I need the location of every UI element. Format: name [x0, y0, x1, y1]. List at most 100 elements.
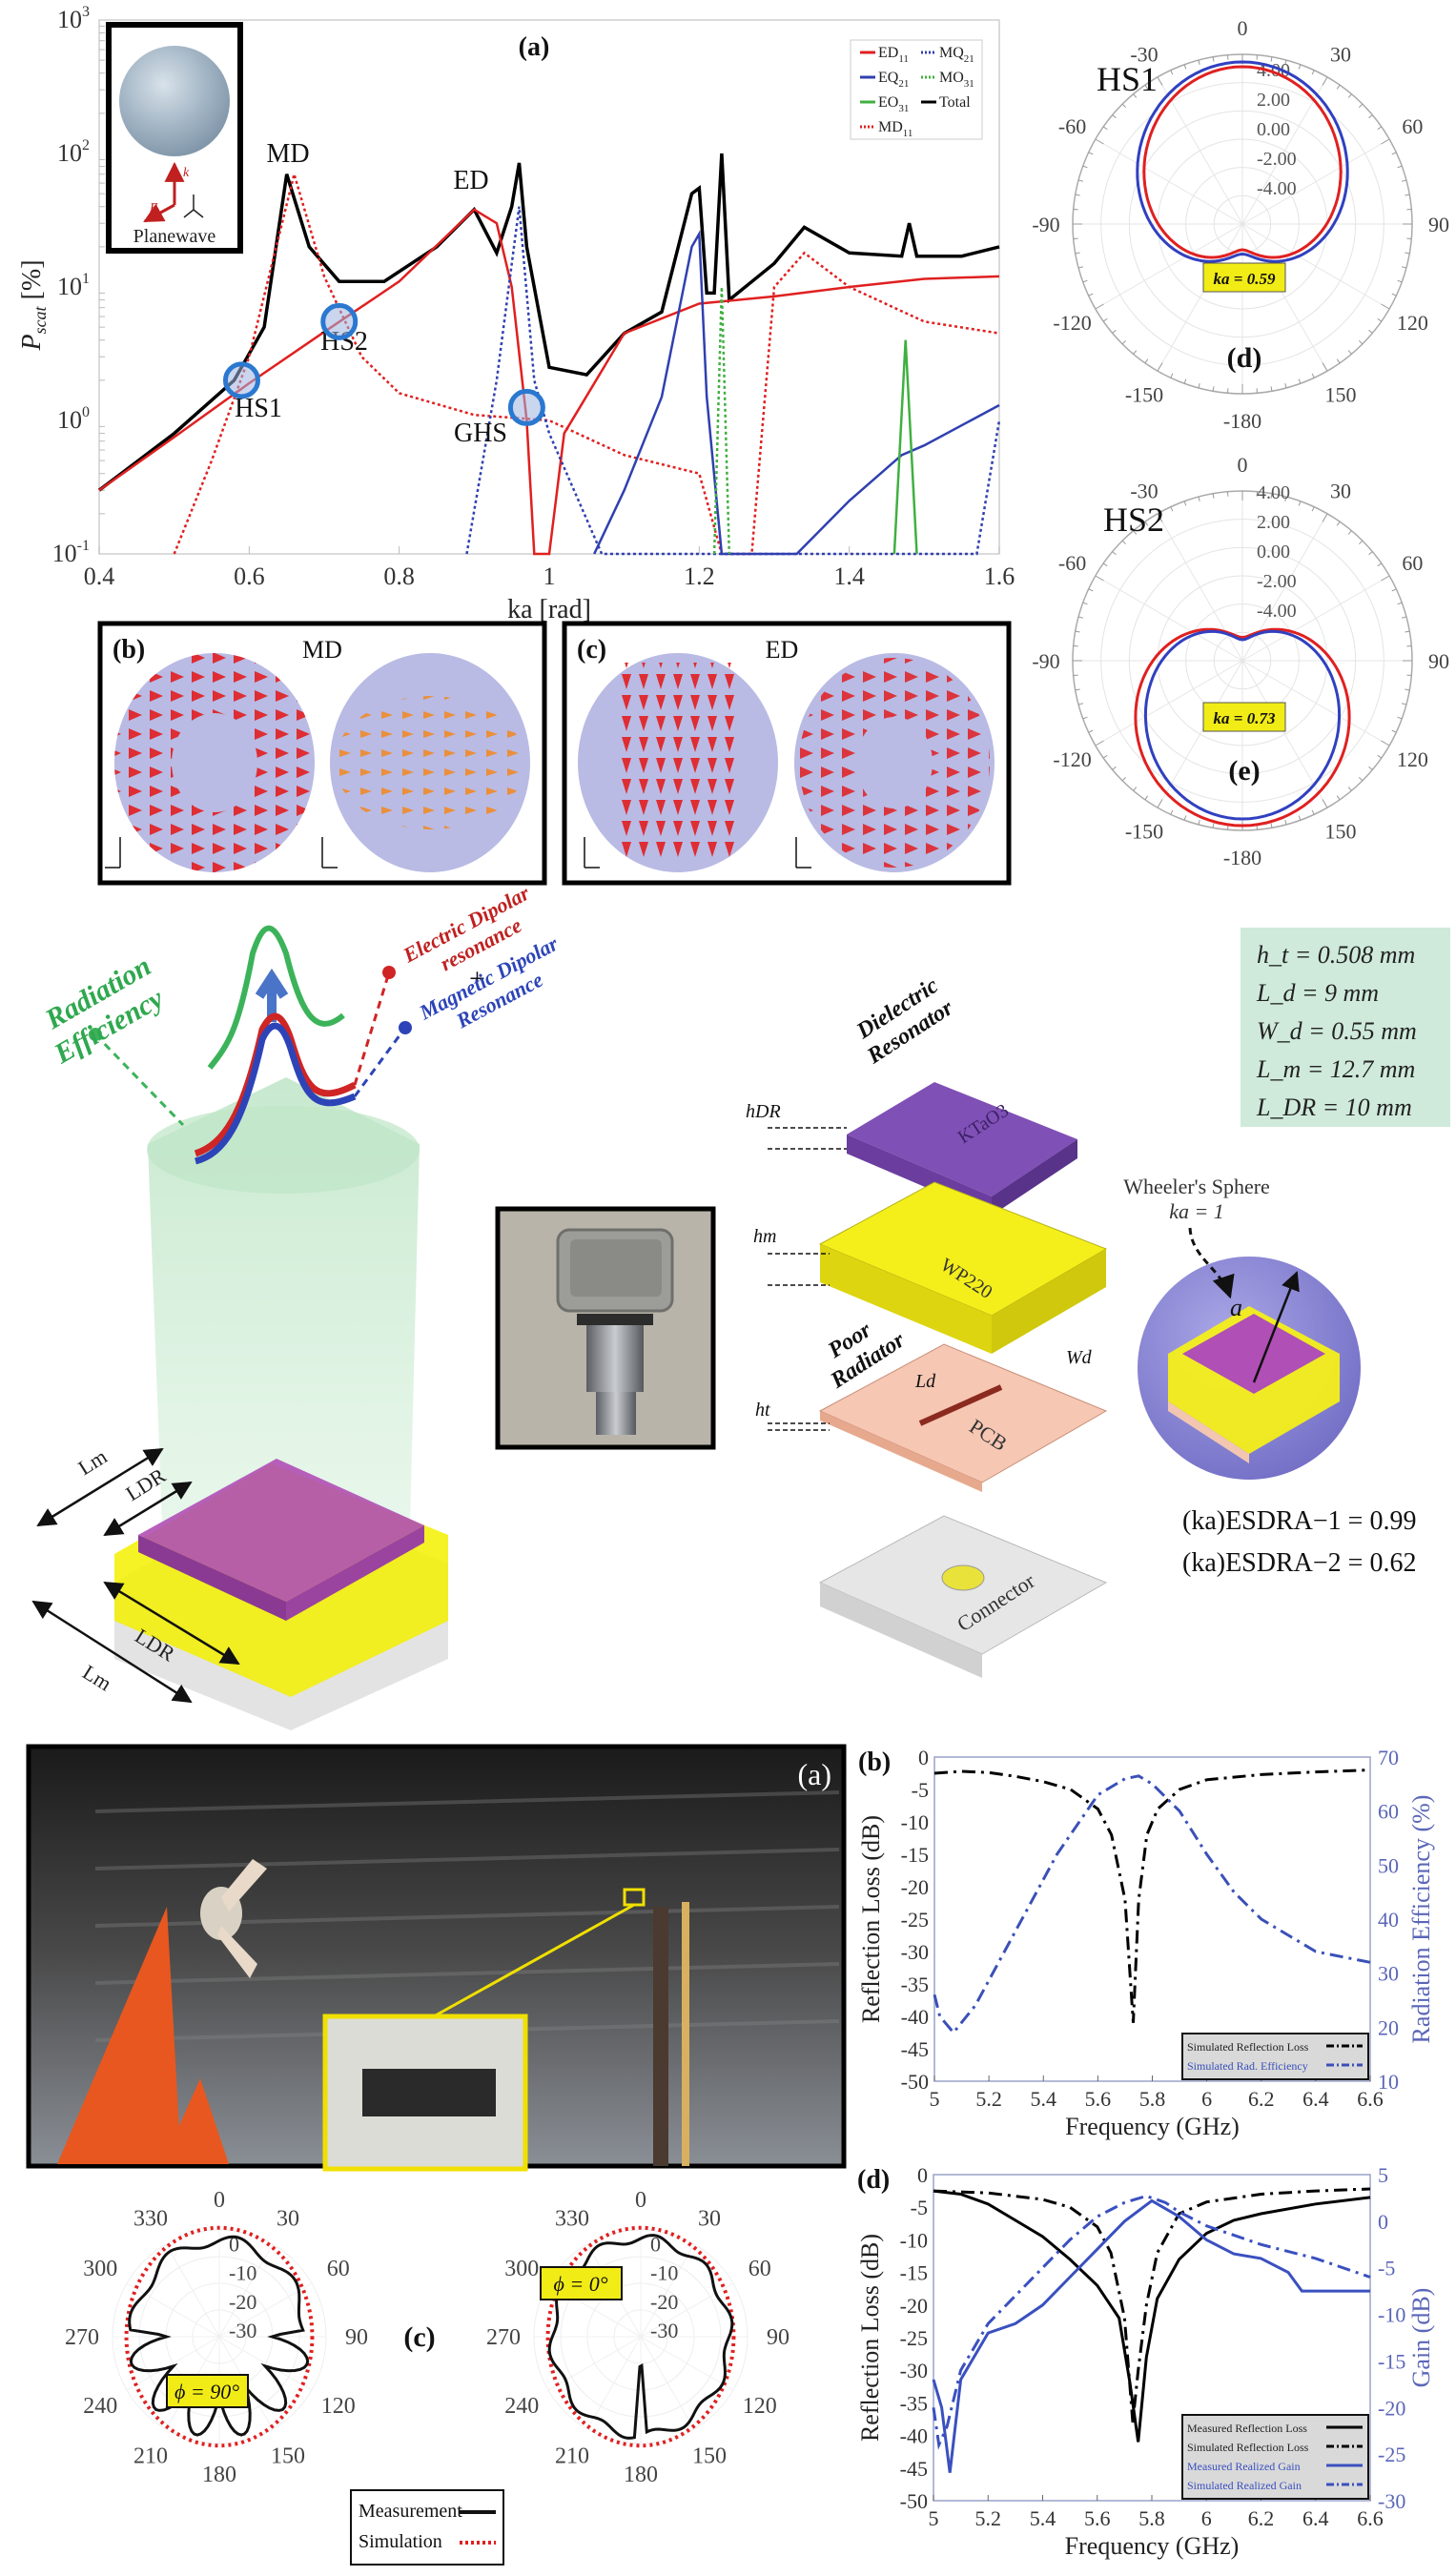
series-ed11 [98, 208, 1000, 556]
y-right-tick: -5 [1378, 2257, 1395, 2280]
legend-item: Measured Reflection Loss [1187, 2422, 1307, 2435]
y-tick: -50 [900, 2489, 928, 2513]
x-tick: 6.2 [1248, 2506, 1275, 2530]
y-right-tick: 0 [1378, 2210, 1388, 2234]
x-tick: 6.2 [1248, 2087, 1275, 2111]
annotation-ghs: GHS [454, 419, 507, 448]
planewave-inset: k E Planewave [106, 22, 243, 254]
parameter-line: L_DR = 10 mm [1256, 1094, 1412, 1121]
angle-tick: 60 [1402, 114, 1423, 138]
x-tick: 5.8 [1138, 2506, 1165, 2530]
x-tick: 5.8 [1139, 2087, 1166, 2111]
y-right-tick: 30 [1378, 1962, 1399, 1986]
svg-text:(d): (d) [1227, 342, 1262, 374]
y-tick: -5 [912, 1778, 929, 1802]
angle-tick: 210 [555, 2444, 589, 2469]
anechoic-chamber-photo: (a) [26, 1744, 847, 2172]
svg-text:(c): (c) [577, 635, 606, 664]
angle-tick: -120 [1053, 311, 1091, 335]
y-tick: -40 [901, 2005, 929, 2029]
hs2-badge: ka = 0.73 [1214, 709, 1276, 727]
panel-label: (b) [858, 1748, 891, 1777]
svg-text:Lm: Lm [78, 1660, 115, 1695]
svg-text:(b): (b) [113, 635, 145, 664]
x-tick: 5 [930, 2087, 940, 2111]
x-tick: 5.6 [1085, 2087, 1112, 2111]
angle-tick: 180 [624, 2463, 658, 2487]
y-right-axis-label: Gain (dB) [1407, 2288, 1435, 2388]
radial-tick: -10 [229, 2261, 256, 2285]
radial-tick: 0 [650, 2232, 661, 2256]
parameter-line: W_d = 0.55 mm [1257, 1017, 1417, 1045]
svg-text:ht: ht [755, 1400, 770, 1421]
x-tick: 0.8 [383, 562, 415, 590]
angle-tick: -60 [1058, 114, 1086, 138]
x-tick: 6.6 [1357, 2087, 1384, 2111]
angle-tick: 120 [1397, 311, 1428, 335]
y-tick: 0 [917, 2163, 928, 2187]
radial-tick: 4.00 [1257, 482, 1290, 503]
svg-text:Planewave: Planewave [133, 226, 216, 247]
svg-text:(e): (e) [1228, 755, 1260, 787]
series-line [933, 2189, 1371, 2443]
x-tick: 1.2 [684, 562, 715, 590]
angle-tick: -150 [1125, 382, 1163, 406]
svg-text:a: a [1230, 1294, 1242, 1321]
legend-item: Total [939, 94, 971, 111]
x-tick: 1.6 [984, 562, 1015, 590]
y-right-tick: 20 [1378, 2015, 1399, 2039]
angle-tick: 210 [133, 2444, 168, 2469]
y-axis-label: Pscat [%] [17, 259, 50, 351]
angle-tick: 300 [504, 2257, 539, 2281]
polar-hs2-chart: 0 30 60 90 120 150 -180 -150 -120 -90 -60 -30 4.00 2.… [1032, 453, 1449, 869]
series-mq21 [465, 206, 1001, 556]
angle-tick: -180 [1223, 409, 1261, 433]
series-total [97, 153, 1000, 492]
exploded-antenna-view: KTaO3 Dielectric Resonator WP220 PCB Poo… [746, 973, 1108, 1678]
hs2-title: HS2 [1103, 501, 1164, 539]
x-tick: 5.4 [1030, 2506, 1056, 2530]
y-right-tick: 10 [1378, 2070, 1399, 2094]
angle-tick: 0 [214, 2188, 225, 2213]
parameter-line: L_m = 12.7 mm [1256, 1055, 1415, 1083]
angle-tick: 30 [1330, 480, 1351, 503]
angle-tick: 60 [1402, 551, 1423, 575]
x-tick: 5.2 [975, 2087, 1002, 2111]
angle-tick: 60 [749, 2257, 771, 2281]
series-line [932, 2198, 1370, 2473]
esdra1-value: (ka)ESDRA−1 = 0.99 [1182, 1506, 1416, 1536]
y-tick: -10 [900, 2228, 928, 2252]
svg-text:MD: MD [302, 636, 342, 664]
radiation-pattern-phi90: 0 30 60 90 120 150 180 210 240 270 300 330 0 -10 -20 -3… [65, 2188, 368, 2487]
y-right-tick: 70 [1378, 1746, 1399, 1769]
x-tick: 6.6 [1357, 2506, 1384, 2530]
angle-tick: 90 [345, 2325, 368, 2350]
radiation-pattern-phi0: 0 30 60 90 120 150 180 210 240 270 300 330 0 -10 -20 -3… [486, 2188, 790, 2487]
legend-item: Measured Realized Gain [1187, 2460, 1301, 2473]
angle-tick: 150 [271, 2444, 305, 2469]
y-right-tick: 60 [1378, 1800, 1399, 1824]
legend-item: Simulated Rad. Efficiency [1187, 2059, 1308, 2073]
angle-tick: 60 [327, 2257, 350, 2281]
angle-tick: -30 [1130, 43, 1158, 67]
angle-tick: -60 [1058, 551, 1086, 575]
panel-b-md-fields: (b) MD [97, 621, 547, 886]
angle-tick: 150 [1325, 382, 1357, 406]
angle-tick: 300 [83, 2257, 117, 2281]
radial-tick: 2.00 [1257, 512, 1290, 533]
angle-tick: 240 [504, 2394, 539, 2419]
y-tick: -30 [901, 1940, 929, 1964]
angle-tick: 330 [133, 2206, 168, 2231]
angle-tick: 120 [743, 2394, 777, 2419]
y-right-tick: -30 [1378, 2489, 1405, 2513]
x-tick: 6 [1201, 2087, 1212, 2111]
x-tick: 1 [543, 562, 556, 590]
y-axis-label: Reflection Loss (dB) [856, 2234, 884, 2442]
angle-tick: -150 [1125, 819, 1163, 843]
angle-tick: 30 [277, 2206, 299, 2231]
pattern-legend: Measurement Simulation [350, 2489, 504, 2566]
angle-tick: 0 [1238, 16, 1248, 40]
series-eo31 [892, 339, 918, 555]
y-right-tick: -25 [1378, 2443, 1405, 2466]
